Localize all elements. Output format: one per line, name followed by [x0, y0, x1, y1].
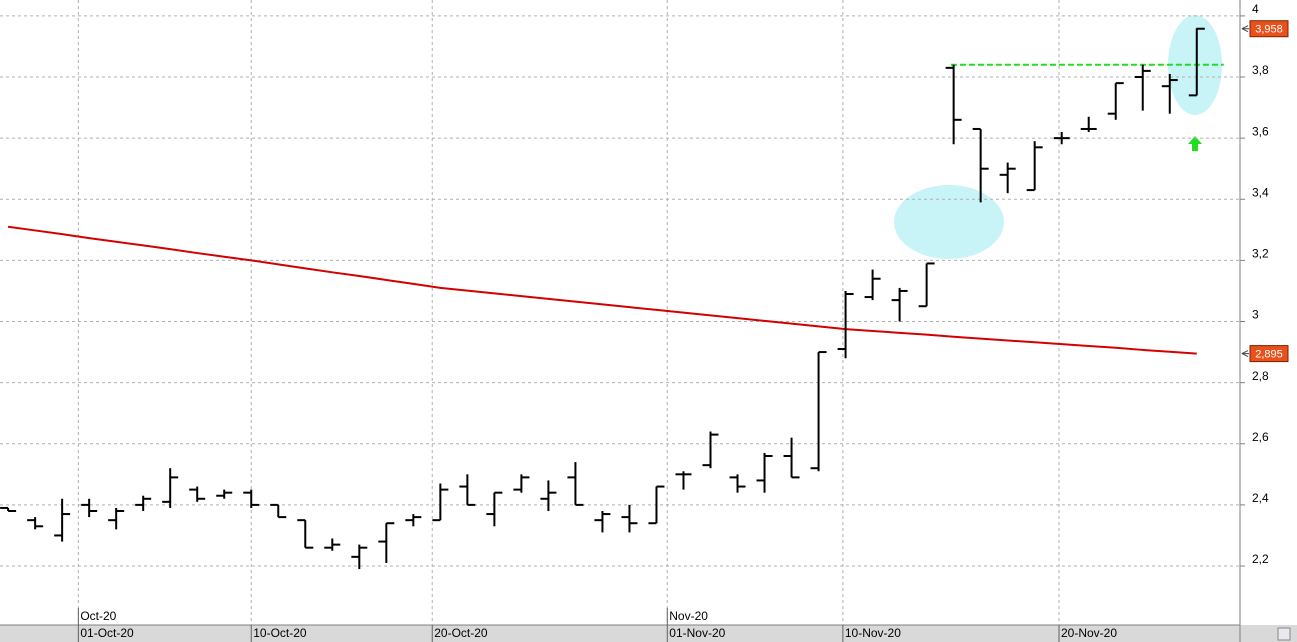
x-tick-label: 10-Oct-20 [253, 626, 307, 640]
x-axis-strip [0, 625, 1297, 642]
up-arrow [1188, 136, 1202, 151]
x-tick-label: 01-Nov-20 [669, 626, 725, 640]
x-tick-label: 20-Oct-20 [434, 626, 488, 640]
y-tick-label: 3,8 [1252, 63, 1269, 77]
price-tag-label: 2,895 [1255, 349, 1283, 361]
y-tick-label: 3 [1252, 308, 1259, 322]
x-tick-label: 01-Oct-20 [80, 626, 134, 640]
y-tick-label: 3,2 [1252, 247, 1269, 261]
y-tick-label: 2,4 [1252, 491, 1269, 505]
corner-icon [1277, 627, 1291, 641]
price-tag [1249, 20, 1289, 38]
y-tick-label: 3,4 [1252, 185, 1269, 199]
moving-average [7, 225, 1197, 355]
y-tick-label: 4 [1252, 2, 1259, 16]
y-tick-label: 3,6 [1252, 124, 1269, 138]
x-tick-label: 10-Nov-20 [845, 626, 901, 640]
y-tick-label: 2,8 [1252, 369, 1269, 383]
month-label: Oct-20 [80, 609, 116, 623]
price-pointer [1241, 350, 1249, 358]
price-pointer [1241, 25, 1249, 33]
price-tag-label: 3,958 [1255, 24, 1283, 36]
highlight-ellipse [894, 185, 1004, 259]
y-tick-label: 2,2 [1252, 552, 1269, 566]
price-tag [1249, 345, 1289, 363]
x-tick-label: 20-Nov-20 [1061, 626, 1117, 640]
month-label: Nov-20 [669, 609, 708, 623]
y-tick-label: 2,6 [1252, 430, 1269, 444]
